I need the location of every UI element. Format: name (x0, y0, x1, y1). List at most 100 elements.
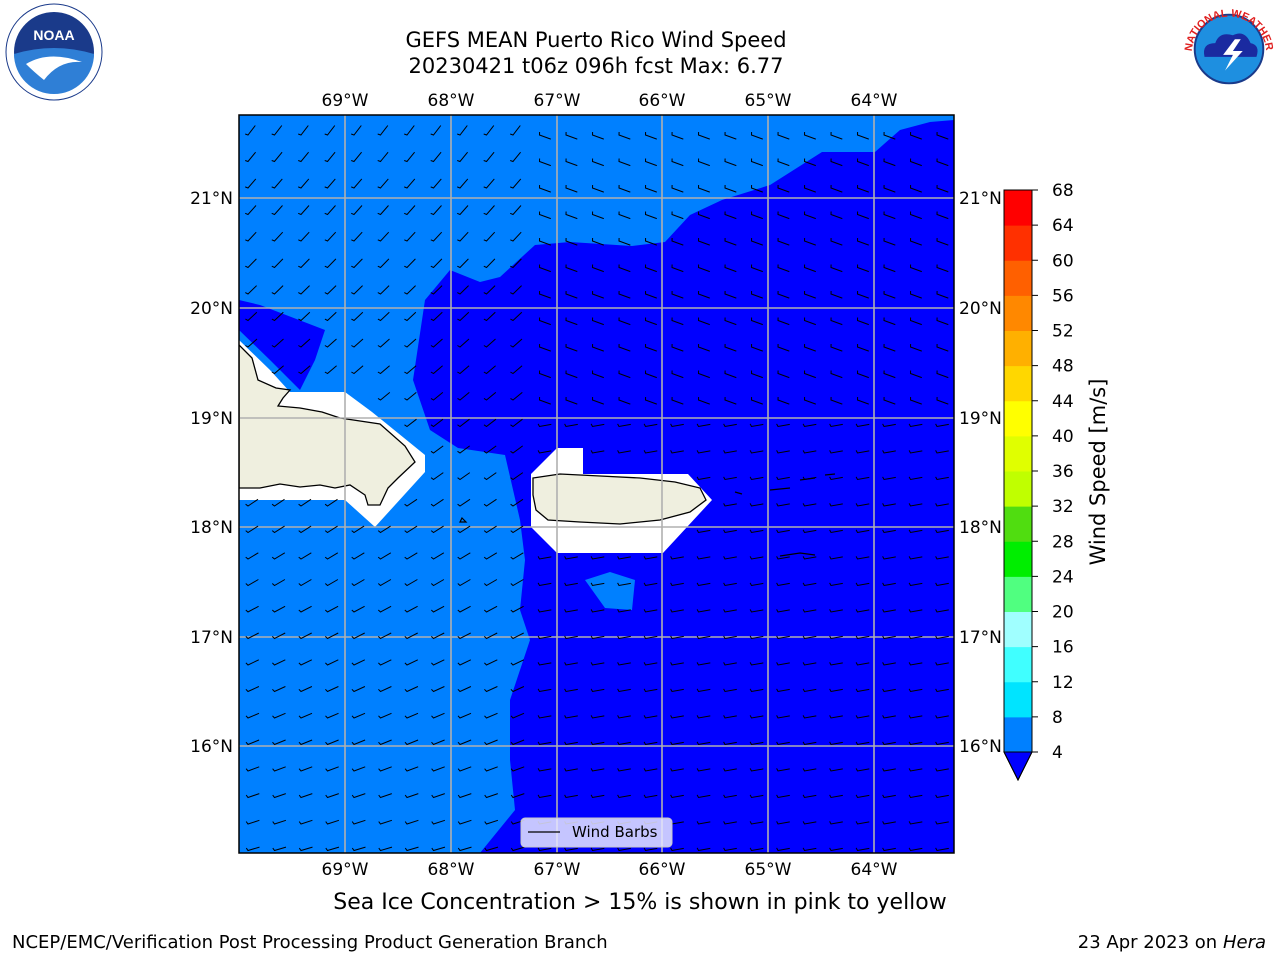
wind-barb (245, 525, 259, 534)
wind-barb (829, 768, 843, 772)
chart-title: GEFS MEAN Puerto Rico Wind Speed (405, 28, 787, 52)
wind-barb (404, 552, 418, 560)
wind-barb (882, 476, 896, 481)
wind-barb (457, 205, 469, 216)
wind-barb (908, 741, 923, 746)
lon-tick-bottom: 67°W (534, 860, 581, 880)
wind-barb (457, 552, 471, 560)
wind-barb (324, 125, 336, 136)
wind-barb (565, 290, 578, 299)
wind-barb (483, 579, 498, 587)
wind-barb (643, 847, 658, 852)
wind-barb (271, 151, 283, 163)
wind-barb (803, 317, 816, 326)
wind-barb (776, 529, 790, 534)
wind-barb (618, 396, 631, 405)
wind-barb (457, 285, 469, 295)
wind-barb (696, 741, 711, 746)
colorbar-tick-label: 64 (1052, 216, 1074, 236)
wind-barb (404, 766, 419, 772)
wind-barb (855, 423, 870, 428)
wind-barb (935, 794, 949, 799)
wind-barb (537, 423, 552, 428)
wind-barb (883, 237, 896, 246)
wind-barb (510, 311, 523, 322)
wind-barb (883, 396, 896, 405)
wind-barb (936, 237, 949, 246)
wind-barb (351, 605, 365, 613)
land-hispaniola (239, 344, 416, 506)
wind-barbs (245, 125, 949, 852)
wind-barb (802, 503, 817, 507)
wind-barb (908, 768, 923, 772)
wind-barb (484, 659, 498, 666)
wind-barb (591, 290, 604, 299)
wind-barb (537, 609, 552, 613)
wind-barb (537, 847, 552, 852)
colorbar-segment (1004, 611, 1032, 648)
wind-barb (643, 556, 658, 560)
wind-barb (803, 184, 816, 193)
wind-barb (538, 184, 551, 193)
wind-barb (538, 370, 551, 379)
wind-barb (404, 231, 416, 242)
wind-barb (324, 231, 337, 242)
wind-barb (325, 793, 339, 799)
wind-barb (644, 370, 657, 379)
wind-barb (510, 151, 521, 163)
wind-barb (750, 290, 763, 299)
wind-barb (377, 525, 391, 534)
wind-barb (724, 211, 737, 220)
wind-barb (351, 793, 366, 799)
nws-logo-icon: NATIONAL WEATHER SERVICE (1180, 0, 1275, 96)
wind-barb (643, 741, 658, 746)
wind-barb (590, 423, 605, 428)
wind-barb (936, 396, 949, 405)
wind-barb (537, 556, 552, 560)
wind-barb (855, 609, 870, 613)
colorbar-label: Wind Speed [m/s] (1086, 379, 1110, 566)
wind-barb (430, 311, 443, 322)
colorbar-tick-label: 68 (1052, 181, 1074, 201)
wind-barb (430, 258, 443, 269)
wind-barb (643, 609, 658, 613)
legend-label: Wind Barbs (572, 823, 658, 841)
wind-barb (510, 632, 524, 640)
wind-barb (430, 151, 442, 163)
wind-barb (777, 264, 790, 273)
wind-barb (723, 450, 737, 454)
wind-barb (617, 450, 631, 454)
wind-barb (830, 211, 843, 220)
wind-barb (696, 635, 711, 640)
wind-barb (404, 525, 418, 534)
wind-barb (776, 556, 790, 560)
wind-barb (271, 605, 286, 613)
wind-barb (829, 423, 843, 428)
wind-barb (430, 365, 443, 375)
colorbar-tick-label: 44 (1052, 392, 1074, 412)
wind-barb (855, 768, 870, 772)
wind-barb (404, 846, 419, 852)
wind-barb (538, 264, 551, 273)
wind-barb (245, 178, 257, 189)
wind-barb (908, 450, 923, 454)
wind-barb (245, 231, 257, 242)
wind-barb (802, 635, 817, 640)
wind-barb (909, 370, 922, 379)
colorbar-segment (1004, 681, 1032, 718)
wind-barb (351, 579, 365, 587)
wind-barb (882, 821, 896, 825)
wind-barb (590, 768, 605, 772)
wind-barb (510, 605, 524, 613)
wind-barb (298, 498, 312, 507)
wind-barb (776, 503, 790, 507)
wind-barb (883, 317, 896, 326)
wind-barb (457, 739, 472, 746)
wind-barb (351, 285, 363, 295)
wind-barb (909, 211, 922, 220)
wind-barb (723, 635, 737, 640)
wind-barb (591, 184, 604, 193)
wind-barb (351, 338, 364, 348)
wind-barb (430, 338, 443, 348)
colorbar-segment (1004, 295, 1032, 331)
